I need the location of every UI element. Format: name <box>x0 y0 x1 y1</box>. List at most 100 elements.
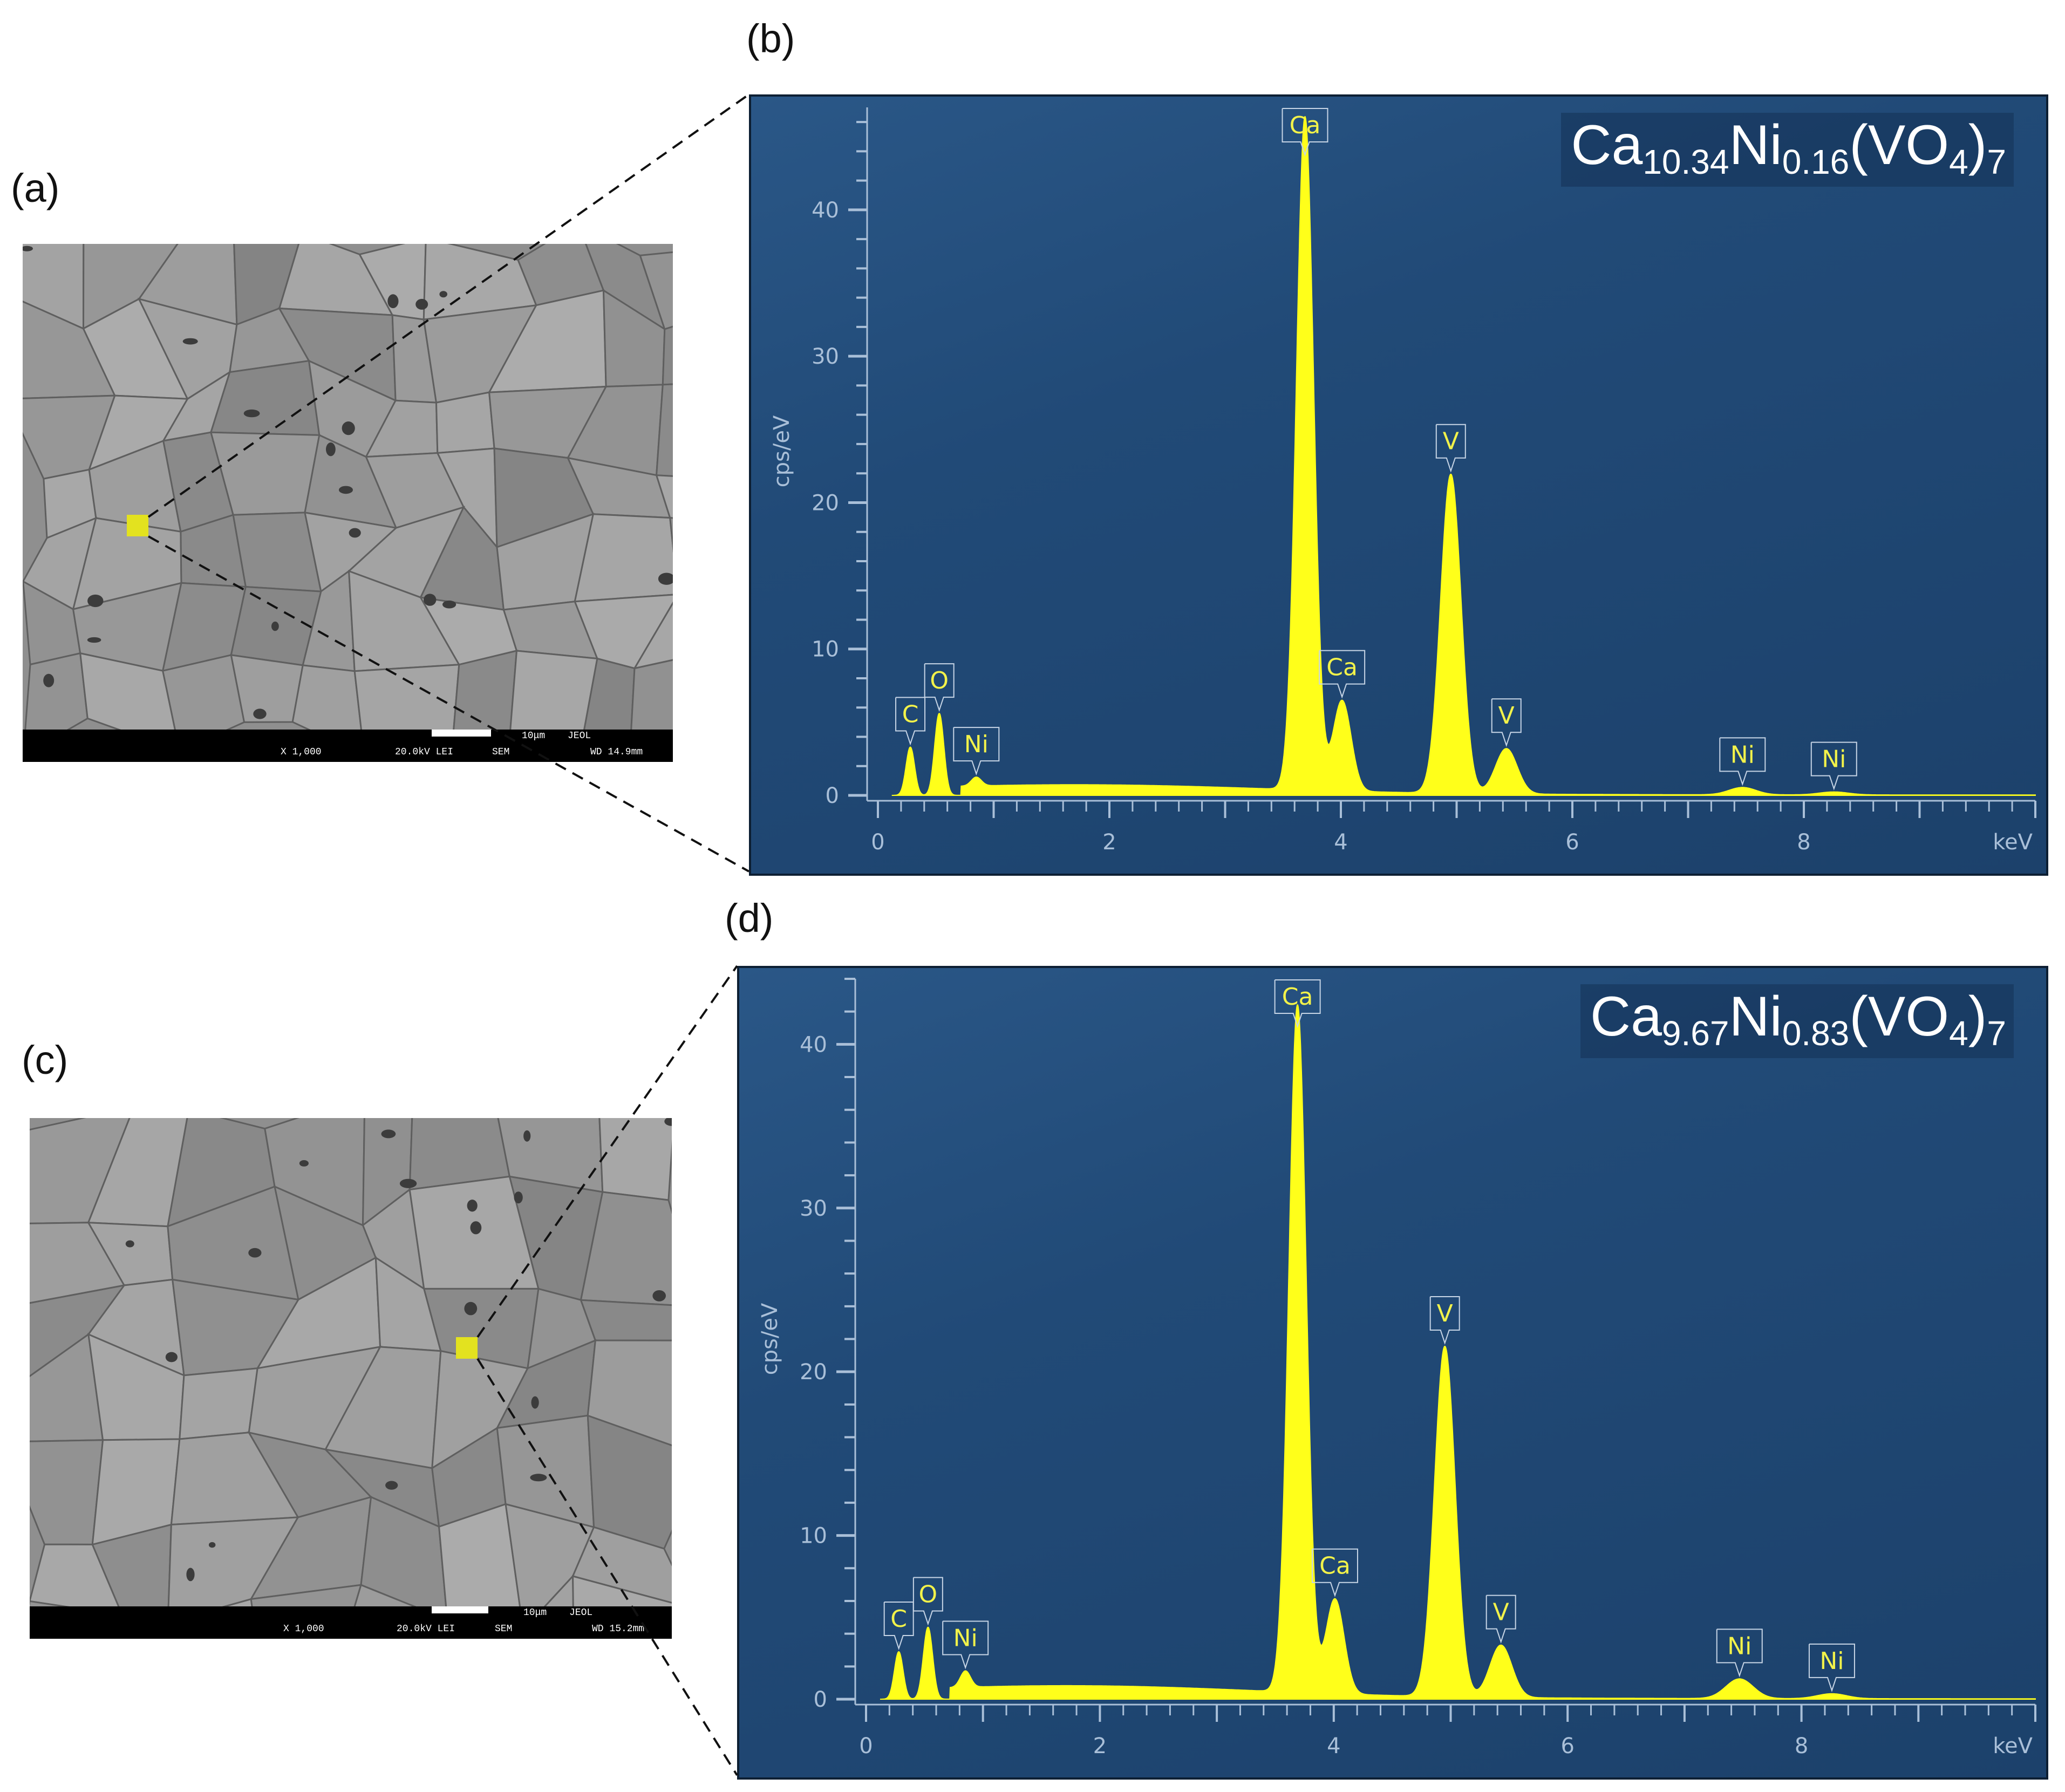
pore <box>87 594 104 608</box>
peak-label-ca: Ca <box>1319 650 1366 699</box>
pore <box>523 1130 531 1142</box>
peak-label-o: O <box>924 663 955 712</box>
grain <box>30 1600 70 1606</box>
grain <box>30 1439 104 1545</box>
x-tick-label: 2 <box>1102 830 1116 855</box>
peak-label-v: V <box>1435 424 1466 473</box>
svg-text:V: V <box>1493 1599 1509 1626</box>
sem-image-c: 10μm JEOL X 1,000 20.0kV LEI SEM WD 15.2… <box>30 1118 672 1639</box>
svg-text:Ca: Ca <box>1319 1552 1351 1580</box>
pore <box>381 1129 396 1139</box>
pore <box>209 1542 216 1548</box>
pore <box>342 421 355 435</box>
x-tick-label: 6 <box>1565 830 1579 855</box>
grain <box>353 664 460 730</box>
pore <box>424 594 437 606</box>
y-tick-label: 0 <box>814 1687 827 1712</box>
pore <box>326 442 336 456</box>
spectrum-series <box>891 116 2036 796</box>
peak-label-ni: Ni <box>1810 741 1857 791</box>
grain <box>509 650 598 730</box>
pore <box>399 1178 417 1188</box>
peak-label-ca: Ca <box>1274 979 1321 1028</box>
pore <box>253 708 267 719</box>
pore <box>87 637 101 643</box>
sem-voltage: 20.0kV LEI <box>397 1624 455 1634</box>
grain <box>24 652 88 730</box>
y-tick-label: 10 <box>800 1524 827 1549</box>
svg-text:Ni: Ni <box>1822 746 1846 773</box>
x-tick-label: 8 <box>1795 1734 1808 1759</box>
peak-label-c: C <box>895 697 926 746</box>
x-axis-label: keV <box>1993 1734 2033 1759</box>
sem-working-distance: WD 14.9mm <box>590 747 643 758</box>
pore <box>271 621 279 631</box>
grain-texture <box>30 1118 672 1606</box>
pore <box>339 486 353 494</box>
sem-maker: JEOL <box>568 731 591 741</box>
x-tick-label: 6 <box>1560 1734 1574 1759</box>
pore <box>43 673 54 687</box>
svg-text:Ca: Ca <box>1282 983 1313 1011</box>
x-tick-label: 4 <box>1327 1734 1340 1759</box>
eds-spectrum-d: 0 2 4 6 8 keV 0 10 20 30 40 cps/eV C O Ni Ca Ca V V Ni Ni Ca… <box>737 966 2048 1780</box>
pore <box>182 338 198 345</box>
x-tick-label: 0 <box>859 1734 873 1759</box>
sem-mode: SEM <box>495 1624 513 1634</box>
pore <box>186 1568 195 1582</box>
sem-info-bar: 10μm JEOL X 1,000 20.0kV LEI SEM WD 15.2… <box>30 1606 672 1639</box>
spectrum-series <box>880 1004 2036 1700</box>
peak-label-ni: Ni <box>1808 1643 1855 1693</box>
pore <box>531 1396 539 1409</box>
x-tick-label: 4 <box>1334 830 1347 855</box>
sem-voltage: 20.0kV LEI <box>395 747 454 758</box>
y-tick-label: 20 <box>800 1360 827 1385</box>
x-tick-label: 0 <box>871 830 884 855</box>
sem-image-a: 10μm JEOL X 1,000 20.0kV LEI SEM WD 14.9… <box>23 244 673 762</box>
svg-text:V: V <box>1443 428 1459 455</box>
analysis-spot-a <box>127 515 148 536</box>
scale-bar <box>432 730 491 737</box>
svg-text:C: C <box>890 1605 907 1633</box>
pore <box>439 291 447 298</box>
grain <box>580 1299 672 1341</box>
pore <box>442 600 456 609</box>
x-tick-label: 2 <box>1093 1734 1107 1759</box>
peak-label-v: V <box>1491 698 1522 747</box>
svg-text:V: V <box>1498 702 1515 730</box>
svg-text:Ni: Ni <box>1730 741 1755 768</box>
svg-text:Ca: Ca <box>1326 654 1358 682</box>
pore <box>530 1474 547 1482</box>
eds-spectrum-b: 0 2 4 6 8 keV 0 10 20 30 40 cps/eV C O Ni Ca Ca V V Ni Ni Ca… <box>749 94 2048 876</box>
svg-text:Ni: Ni <box>1819 1647 1844 1675</box>
pore <box>467 1200 478 1212</box>
sem-magnification: X 1,000 <box>283 1624 324 1634</box>
pore <box>652 1290 666 1302</box>
svg-text:O: O <box>930 667 949 694</box>
svg-text:Ca: Ca <box>1290 112 1321 139</box>
grain <box>179 1367 258 1440</box>
sem-scale-label: 10μm <box>522 731 546 741</box>
y-tick-label: 30 <box>812 344 839 369</box>
peak-label-ca: Ca <box>1282 108 1328 157</box>
grain <box>360 1496 447 1606</box>
pore <box>23 246 33 251</box>
scale-bar <box>432 1606 488 1613</box>
peak-label-o: O <box>912 1577 943 1626</box>
pore <box>125 1240 134 1248</box>
svg-text:Ni: Ni <box>1727 1632 1751 1660</box>
sem-working-distance: WD 15.2mm <box>592 1624 645 1634</box>
grain <box>353 1584 417 1606</box>
peak-label-ni: Ni <box>1716 1629 1763 1678</box>
grain <box>222 1598 253 1606</box>
grain <box>250 1584 363 1606</box>
grain <box>598 1118 672 1201</box>
y-tick-label: 0 <box>826 783 839 808</box>
sem-scale-label: 10μm <box>523 1607 547 1618</box>
y-tick-label: 40 <box>812 198 839 223</box>
y-tick-label: 10 <box>812 637 839 662</box>
formula-label: Ca9.67Ni0.83(VO4)7 <box>1580 984 2014 1058</box>
pore <box>349 528 361 538</box>
peak-label-v: V <box>1429 1296 1460 1345</box>
panel-label-d: (d) <box>725 896 774 941</box>
